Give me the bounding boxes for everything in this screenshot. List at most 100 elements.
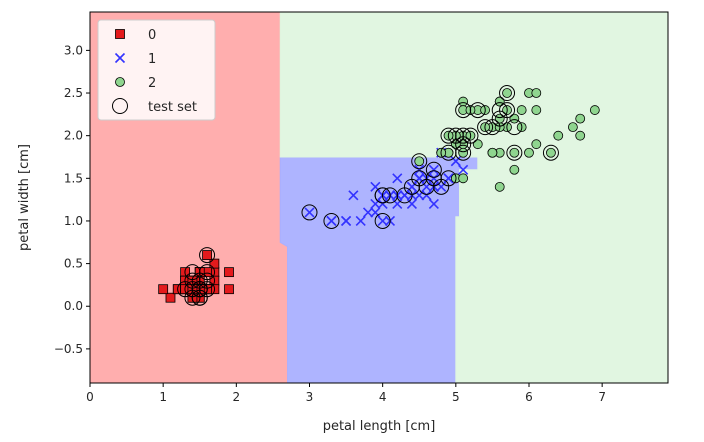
legend-label: test set xyxy=(148,100,197,115)
x-tick-label: 5 xyxy=(452,390,460,404)
y-axis-label: petal width [cm] xyxy=(17,144,32,251)
data-point xyxy=(516,105,527,115)
data-point xyxy=(428,164,439,175)
data-point xyxy=(542,144,559,161)
data-point xyxy=(191,289,208,306)
data-point xyxy=(414,164,425,175)
data-point xyxy=(509,164,520,175)
x-tick-label: 4 xyxy=(379,390,387,404)
data-point xyxy=(414,156,425,167)
y-tick-label: 0.5 xyxy=(64,257,83,271)
legend-entry: 2 xyxy=(115,76,156,91)
data-point xyxy=(458,173,469,184)
legend: 0 1 2 test set xyxy=(97,19,216,121)
data-point xyxy=(469,102,486,119)
y-tick-label: −0.5 xyxy=(54,342,83,356)
data-point xyxy=(477,119,494,136)
data-point xyxy=(199,264,216,281)
legend-label: 0 xyxy=(148,28,156,43)
data-point xyxy=(224,284,234,295)
data-point xyxy=(455,144,472,161)
data-point xyxy=(524,147,534,158)
data-point xyxy=(494,181,505,192)
data-point xyxy=(199,247,216,264)
data-point xyxy=(348,190,359,201)
x-tick-label: 0 xyxy=(86,390,94,404)
data-point xyxy=(506,144,523,161)
x-tick-label: 3 xyxy=(306,390,314,404)
data-point xyxy=(381,187,398,204)
data-point xyxy=(425,161,442,178)
legend-entry: 0 xyxy=(115,28,156,43)
data-point xyxy=(487,147,498,158)
legend-marker xyxy=(112,98,128,114)
y-tick-label: 1.0 xyxy=(64,214,83,228)
data-point xyxy=(458,96,469,107)
data-point xyxy=(506,119,523,136)
data-point xyxy=(531,139,542,150)
data-point xyxy=(494,113,505,124)
data-point xyxy=(165,292,176,303)
data-point xyxy=(589,105,600,115)
data-point xyxy=(428,198,439,209)
x-axis-ticks: 0 1 2 3 4 5 6 7 xyxy=(86,383,606,404)
data-point xyxy=(158,284,169,295)
y-tick-label: 3.0 xyxy=(64,43,83,57)
data-point xyxy=(472,139,483,150)
data-point xyxy=(575,113,586,124)
legend-entry: test set xyxy=(112,98,197,115)
legend-label: 2 xyxy=(148,76,156,91)
data-point xyxy=(341,215,352,227)
legend-marker xyxy=(115,77,125,87)
data-point xyxy=(362,207,374,218)
legend-marker xyxy=(114,52,126,64)
plot-frame xyxy=(89,11,669,384)
x-tick-label: 1 xyxy=(159,390,167,404)
data-point xyxy=(199,272,216,289)
data-point xyxy=(455,127,472,144)
data-point xyxy=(509,147,520,158)
legend-entry: 1 xyxy=(114,52,156,67)
data-point xyxy=(494,96,505,107)
y-tick-label: 2.0 xyxy=(64,129,83,143)
data-point xyxy=(374,187,391,204)
data-point xyxy=(440,170,457,187)
data-point xyxy=(462,127,479,144)
data-point xyxy=(355,215,366,227)
series-test-set xyxy=(177,85,559,306)
data-point xyxy=(323,212,340,229)
x-tick-label: 6 xyxy=(525,390,533,404)
legend-marker xyxy=(115,29,125,39)
data-point xyxy=(502,88,512,98)
x-tick-label: 7 xyxy=(598,390,606,404)
data-points xyxy=(158,85,600,306)
data-point xyxy=(575,130,586,141)
data-point xyxy=(392,173,403,184)
y-tick-label: 1.5 xyxy=(64,171,83,185)
data-point xyxy=(374,212,391,229)
data-point xyxy=(546,147,556,158)
data-point xyxy=(491,110,508,127)
data-point xyxy=(531,105,542,115)
data-point xyxy=(509,113,520,124)
data-point xyxy=(304,207,315,218)
x-axis-label: petal length [cm] xyxy=(323,419,436,434)
y-axis-ticks: −0.5 0.0 0.5 1.0 1.5 2.0 2.5 3.0 xyxy=(54,43,90,356)
data-point xyxy=(531,88,542,98)
y-tick-label: 2.5 xyxy=(64,86,83,100)
data-point xyxy=(421,190,432,201)
data-point xyxy=(202,250,212,260)
x-tick-label: 2 xyxy=(233,390,241,404)
data-point xyxy=(491,102,508,119)
data-point xyxy=(499,85,516,102)
data-point xyxy=(553,130,564,141)
data-point xyxy=(411,153,428,170)
data-point xyxy=(458,164,469,175)
data-point xyxy=(567,122,578,133)
data-point xyxy=(209,258,220,269)
data-point xyxy=(377,215,388,227)
y-tick-label: 0.0 xyxy=(64,299,83,313)
data-point xyxy=(224,267,234,278)
legend-box xyxy=(97,19,216,121)
